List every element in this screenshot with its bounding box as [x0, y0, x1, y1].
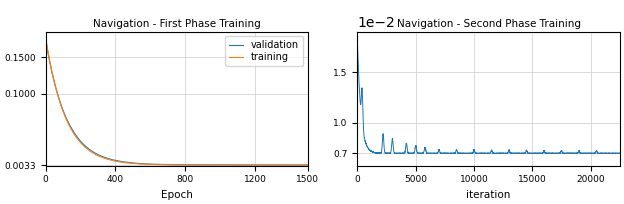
- X-axis label: Epoch: Epoch: [161, 190, 193, 200]
- validation: [122, 161, 129, 163]
- training: [271, 164, 278, 166]
- Title: Navigation - Second Phase Training: Navigation - Second Phase Training: [397, 19, 580, 29]
- validation: [304, 164, 311, 166]
- training: [101, 157, 109, 160]
- validation: [42, 38, 49, 40]
- Line: training: training: [46, 37, 308, 165]
- validation: [101, 156, 109, 159]
- validation: [262, 164, 270, 166]
- training: [194, 164, 202, 166]
- validation: [271, 164, 278, 166]
- Title: Navigation - First Phase Training: Navigation - First Phase Training: [93, 19, 261, 29]
- Line: validation: validation: [46, 39, 308, 165]
- training: [42, 35, 49, 38]
- training: [262, 164, 270, 166]
- training: [122, 162, 129, 164]
- Legend: validation, training: validation, training: [225, 36, 303, 66]
- validation: [194, 164, 202, 166]
- validation: [62, 114, 69, 117]
- training: [304, 164, 311, 166]
- X-axis label: iteration: iteration: [466, 190, 511, 200]
- training: [62, 116, 69, 118]
